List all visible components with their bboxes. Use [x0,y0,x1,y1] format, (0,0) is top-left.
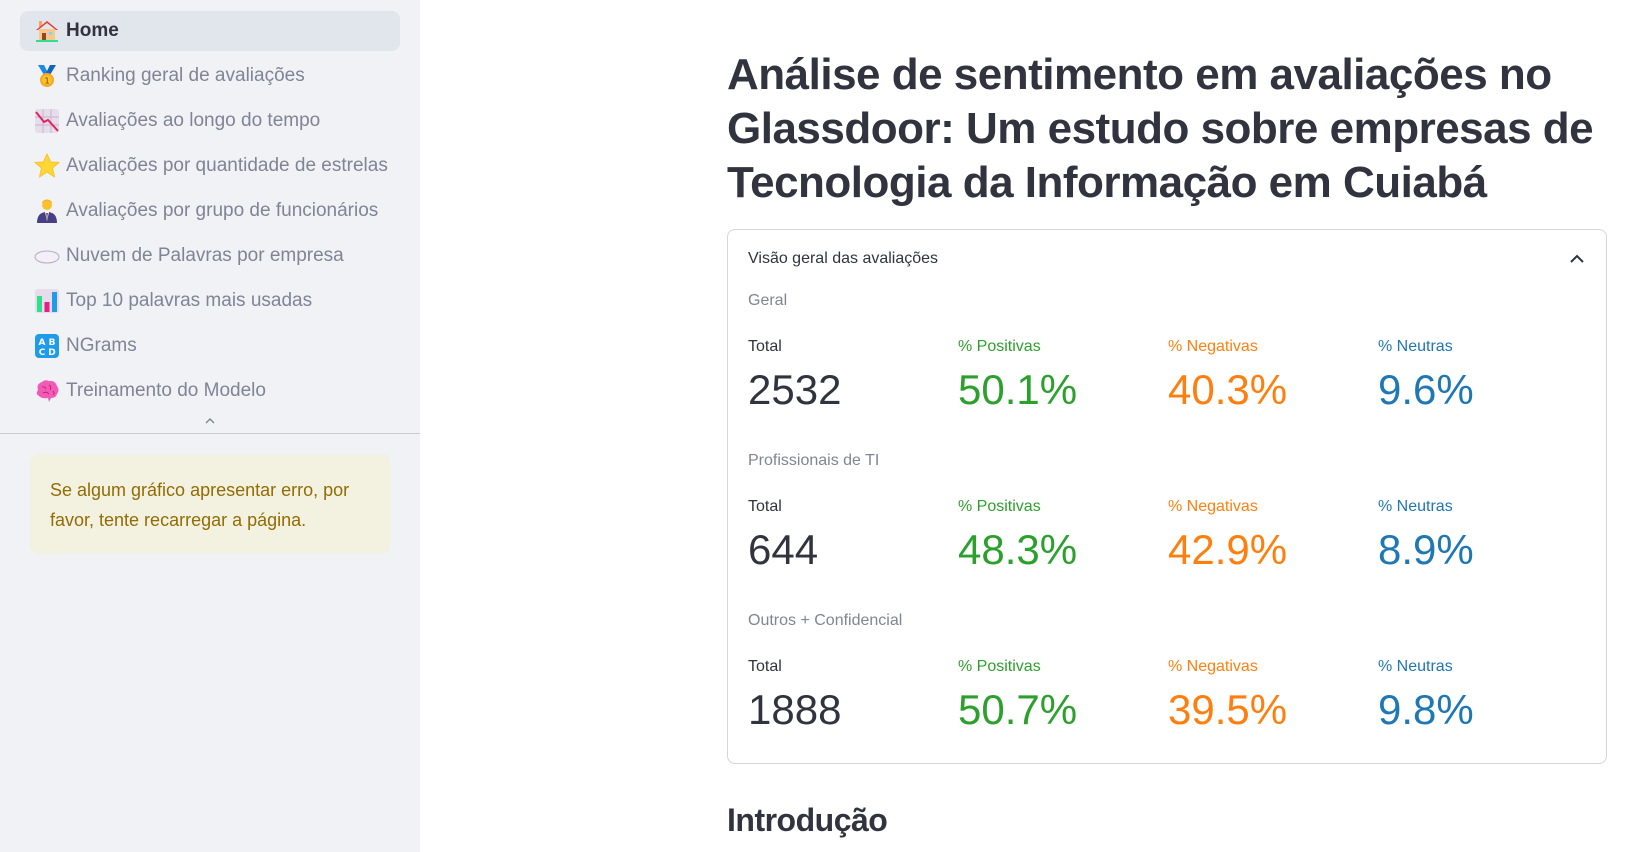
person-in-suit-icon [34,198,60,224]
metric-total: Total 2532 [748,337,958,415]
sidebar: Home 1 Ranking geral de avaliações Avali… [0,0,420,852]
metric-value: 39.5% [1168,686,1288,733]
page-title: Análise de sentimento em avaliações no G… [727,50,1594,207]
metric-value: 42.9% [1168,526,1288,573]
metric-label: % Neutras [1378,338,1453,355]
metric-label: % Negativas [1168,498,1258,515]
metric-value: 50.1% [958,366,1078,413]
metrics-row: Total 1888 % Positivas 50.7% % Negativas… [748,657,1588,735]
metric-total: Total 1888 [748,657,958,735]
metric-positive: % Positivas 50.1% [958,337,1168,415]
sidebar-item-label: Nuvem de Palavras por empresa [66,245,344,266]
house-icon [34,18,60,44]
sidebar-item-ranking[interactable]: 1 Ranking geral de avaliações [20,56,400,96]
metric-positive: % Positivas 48.3% [958,497,1168,575]
sidebar-item-label: Treinamento do Modelo [66,380,266,401]
sidebar-item-stars[interactable]: Avaliações por quantidade de estrelas [20,146,400,186]
sidebar-item-employee-group[interactable]: Avaliações por grupo de funcionários [20,191,400,231]
metric-negative: % Negativas 42.9% [1168,497,1378,575]
sidebar-item-label: Ranking geral de avaliações [66,65,305,86]
bar-chart-icon [34,288,60,314]
sidebar-item-label: NGrams [66,335,137,356]
metric-value: 2532 [748,366,842,413]
sidebar-item-label: Avaliações por quantidade de estrelas [66,155,388,176]
group-title: Geral [748,292,788,309]
metric-value: 8.9% [1378,526,1474,573]
metric-label: % Negativas [1168,338,1258,355]
sidebar-item-top-words[interactable]: Top 10 palavras mais usadas [20,281,400,321]
metric-label: % Neutras [1378,658,1453,675]
sidebar-item-over-time[interactable]: Avaliações ao longo do tempo [20,101,400,141]
metric-negative: % Negativas 40.3% [1168,337,1378,415]
sidebar-item-model-training[interactable]: Treinamento do Modelo [20,371,400,411]
brain-icon [34,378,60,404]
metric-label: % Negativas [1168,658,1258,675]
metric-value: 9.6% [1378,366,1474,413]
metric-label: % Positivas [958,498,1041,515]
metric-positive: % Positivas 50.7% [958,657,1168,735]
expander-label: Visão geral das avaliações [748,250,939,267]
sidebar-item-home[interactable]: Home [20,11,400,51]
metric-label: Total [748,338,782,355]
metric-group-geral: Geral Total 2532 % Positivas 50.1% % Neg… [748,291,1588,415]
metrics-row: Total 2532 % Positivas 50.1% % Negativas… [748,337,1588,415]
svg-text:D: D [48,348,55,358]
overview-expander: Visão geral das avaliações Geral Total 2… [727,229,1607,764]
expander-header[interactable]: Visão geral das avaliações [748,246,1586,272]
metric-value: 9.8% [1378,686,1474,733]
sidebar-item-label: Avaliações ao longo do tempo [66,110,321,131]
metric-neutral: % Neutras 9.8% [1378,657,1588,735]
metric-negative: % Negativas 39.5% [1168,657,1378,735]
group-title: Profissionais de TI [748,452,880,469]
sidebar-item-label: Home [66,20,119,41]
svg-text:B: B [49,338,56,348]
sidebar-divider [0,433,420,434]
section-heading-introducao: Introdução [727,802,888,838]
chevron-up-icon [204,412,216,430]
cloud-icon [34,243,60,269]
metrics-row: Total 644 % Positivas 48.3% % Negativas … [748,497,1588,575]
sidebar-nav: Home 1 Ranking geral de avaliações Avali… [20,11,400,416]
group-title: Outros + Confidencial [748,612,903,629]
metric-label: % Positivas [958,658,1041,675]
metric-label: % Neutras [1378,498,1453,515]
metric-label: Total [748,658,782,675]
metric-value: 40.3% [1168,366,1288,413]
collapse-nav-button[interactable] [200,413,220,429]
warning-text: Se algum gráfico apresentar erro, por fa… [50,480,350,530]
sidebar-item-label: Top 10 palavras mais usadas [66,290,313,311]
sidebar-item-word-cloud[interactable]: Nuvem de Palavras por empresa [20,236,400,276]
svg-text:C: C [39,348,46,358]
metric-neutral: % Neutras 8.9% [1378,497,1588,575]
metric-group-outros-confidencial: Outros + Confidencial Total 1888 % Posit… [748,611,1588,735]
chevron-up-icon[interactable] [1568,250,1586,268]
chart-decreasing-icon [34,108,60,134]
metric-label: % Positivas [958,338,1041,355]
metric-total: Total 644 [748,497,958,575]
svg-text:A: A [39,338,46,348]
metric-group-profissionais-ti: Profissionais de TI Total 644 % Positiva… [748,451,1588,575]
warning-alert: Se algum gráfico apresentar erro, por fa… [30,454,390,554]
metric-value: 48.3% [958,526,1078,573]
sidebar-item-label: Avaliações por grupo de funcionários [66,200,379,221]
metric-value: 50.7% [958,686,1078,733]
star-icon [34,153,60,179]
metric-value: 644 [748,526,819,573]
metric-value: 1888 [748,686,842,733]
medal-icon: 1 [34,63,60,89]
metric-label: Total [748,498,782,515]
metric-neutral: % Neutras 9.6% [1378,337,1588,415]
svg-text:1: 1 [44,77,49,86]
